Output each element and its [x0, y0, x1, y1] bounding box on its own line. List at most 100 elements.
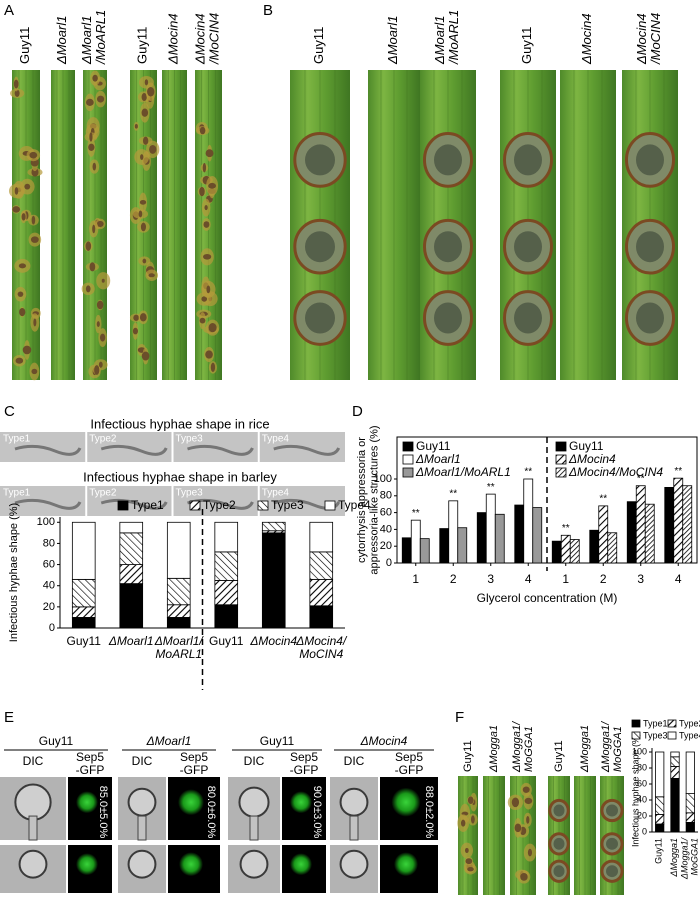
- lesion: [96, 220, 104, 228]
- column-label-line: Guy11: [462, 740, 474, 772]
- x-tick-label: ΔMogga1/MoGGA1: [680, 837, 700, 881]
- gfp-label-line: -GFP: [180, 763, 209, 777]
- lesion: [141, 108, 149, 117]
- legend-label: ΔMoarl1: [415, 452, 461, 466]
- gfp-signal: [76, 853, 98, 876]
- gfp-label: Sep5 -GFP: [395, 750, 424, 777]
- lesion: [96, 300, 104, 310]
- column-label-line: ΔMocin4: [166, 13, 181, 65]
- y-tick-label: 60: [43, 558, 55, 570]
- y-tick-label: 100: [374, 473, 392, 485]
- y-tick-label: 40: [43, 580, 55, 592]
- lesion-core: [553, 837, 565, 850]
- x-tick-label: Guy11: [209, 634, 244, 648]
- gfp-signal: [290, 791, 312, 814]
- bar-segment: [119, 564, 144, 584]
- x-tick-label-line: ΔMocin4: [249, 634, 297, 648]
- bar-segment: [71, 617, 96, 629]
- y-tick-label: 80: [637, 762, 647, 772]
- lesion: [210, 362, 216, 373]
- column-label-line: MoGGA1: [523, 726, 535, 772]
- cell: [339, 787, 369, 817]
- column-label: Guy11: [311, 27, 326, 64]
- lesion: [22, 345, 32, 355]
- lesion-core: [514, 302, 542, 334]
- type-label: Type1: [3, 434, 31, 445]
- bar-segment: [670, 766, 680, 779]
- legend-label: Type2: [679, 718, 700, 728]
- legend-swatch: [555, 454, 567, 465]
- legend-swatch: [324, 500, 336, 511]
- lesion: [89, 262, 96, 272]
- bar-segment: [214, 551, 239, 581]
- lesion: [132, 327, 138, 335]
- lesion: [206, 285, 211, 294]
- cell: [127, 849, 157, 879]
- x-axis-label: Glycerol concentration (M): [477, 591, 618, 605]
- lesion: [85, 285, 91, 293]
- column-label-line: ΔMogga1: [488, 725, 500, 773]
- x-tick-label: ΔMocin4: [249, 634, 297, 648]
- lesion: [92, 224, 96, 234]
- y-tick-label: 0: [642, 826, 647, 836]
- legend-label: ΔMoarl1/MoARL1: [415, 465, 511, 479]
- hypha: [14, 444, 82, 456]
- cell: [14, 783, 52, 821]
- bar: [448, 500, 459, 564]
- y-axis-label-line: cytorrhysis appressoria or: [356, 437, 368, 563]
- bar: [682, 485, 693, 564]
- column-label-line: ΔMoarl1: [432, 16, 447, 65]
- column-label: ΔMocin4: [579, 13, 594, 65]
- lesion-core: [636, 231, 664, 263]
- gfp-signal: [391, 787, 421, 817]
- column-label-line: ΔMoarl1: [54, 16, 69, 65]
- lesion: [31, 215, 36, 225]
- lesion: [94, 365, 100, 375]
- lesion: [467, 867, 474, 872]
- rate-label: 85.0±5.0%: [97, 786, 109, 839]
- lesion: [147, 86, 155, 97]
- lesion: [24, 183, 31, 190]
- column-label-line: /MoCIN4: [207, 13, 222, 65]
- lesion: [199, 126, 206, 135]
- legend-swatch: [667, 731, 677, 740]
- germ-tube: [249, 815, 259, 841]
- bar-segment: [670, 778, 680, 833]
- lesion-core: [434, 144, 462, 176]
- bar: [514, 504, 525, 564]
- lesion: [199, 317, 206, 324]
- column-label-line: ΔMocin4: [193, 13, 208, 65]
- lesion: [19, 307, 26, 317]
- legend-swatch: [631, 719, 641, 728]
- rate-label: 80.0±6.0%: [205, 786, 217, 839]
- significance-label: **: [599, 494, 607, 505]
- x-tick-label-line: ΔMogga1/: [680, 837, 690, 881]
- column-label-line: ΔMocin4: [634, 13, 649, 65]
- bar-segment: [655, 796, 665, 815]
- cell: [339, 849, 369, 879]
- legend-label: Type4: [338, 498, 371, 512]
- strain-label: ΔMocin4: [360, 734, 408, 748]
- cell: [18, 849, 48, 879]
- lesion-core: [434, 302, 462, 334]
- x-tick-label: 2: [450, 572, 457, 586]
- bar: [485, 493, 496, 564]
- lesion: [89, 132, 93, 142]
- column-label: ΔMocin4/MoCIN4: [193, 13, 222, 65]
- lesion-core: [514, 144, 542, 176]
- x-tick-label: ΔMogga1: [669, 838, 679, 878]
- y-tick-label: 20: [637, 810, 647, 820]
- bar: [673, 477, 684, 564]
- x-tick-label: Guy11: [67, 634, 102, 648]
- gfp-label-line: -GFP: [290, 763, 319, 777]
- lesion: [148, 273, 155, 278]
- panel-label: C: [4, 403, 15, 420]
- type-label: Type2: [89, 434, 117, 445]
- bar: [457, 527, 468, 564]
- significance-label: **: [449, 488, 457, 499]
- y-tick-label: 100: [632, 746, 647, 756]
- bar: [419, 538, 430, 564]
- column-label-line: ΔMogga1/: [600, 721, 612, 773]
- gfp-label-line: Sep5: [76, 750, 104, 764]
